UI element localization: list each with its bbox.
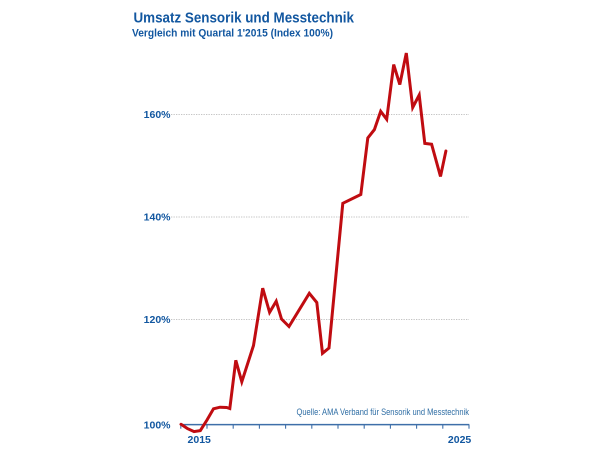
svg-text:2025: 2025: [448, 434, 472, 446]
svg-text:100%: 100%: [144, 419, 172, 431]
svg-text:Umsatz Sensorik und Messtechni: Umsatz Sensorik und Messtechnik: [134, 10, 355, 27]
svg-text:120%: 120%: [144, 314, 172, 326]
svg-text:140%: 140%: [144, 212, 172, 224]
svg-text:2015: 2015: [188, 434, 212, 446]
svg-text:160%: 160%: [144, 109, 172, 121]
svg-text:Quelle: AMA Verband für Sensor: Quelle: AMA Verband für Sensorik und Mes…: [297, 407, 470, 417]
svg-text:Vergleich mit Quartal 1'2015 (: Vergleich mit Quartal 1'2015 (Index 100%…: [132, 28, 333, 40]
